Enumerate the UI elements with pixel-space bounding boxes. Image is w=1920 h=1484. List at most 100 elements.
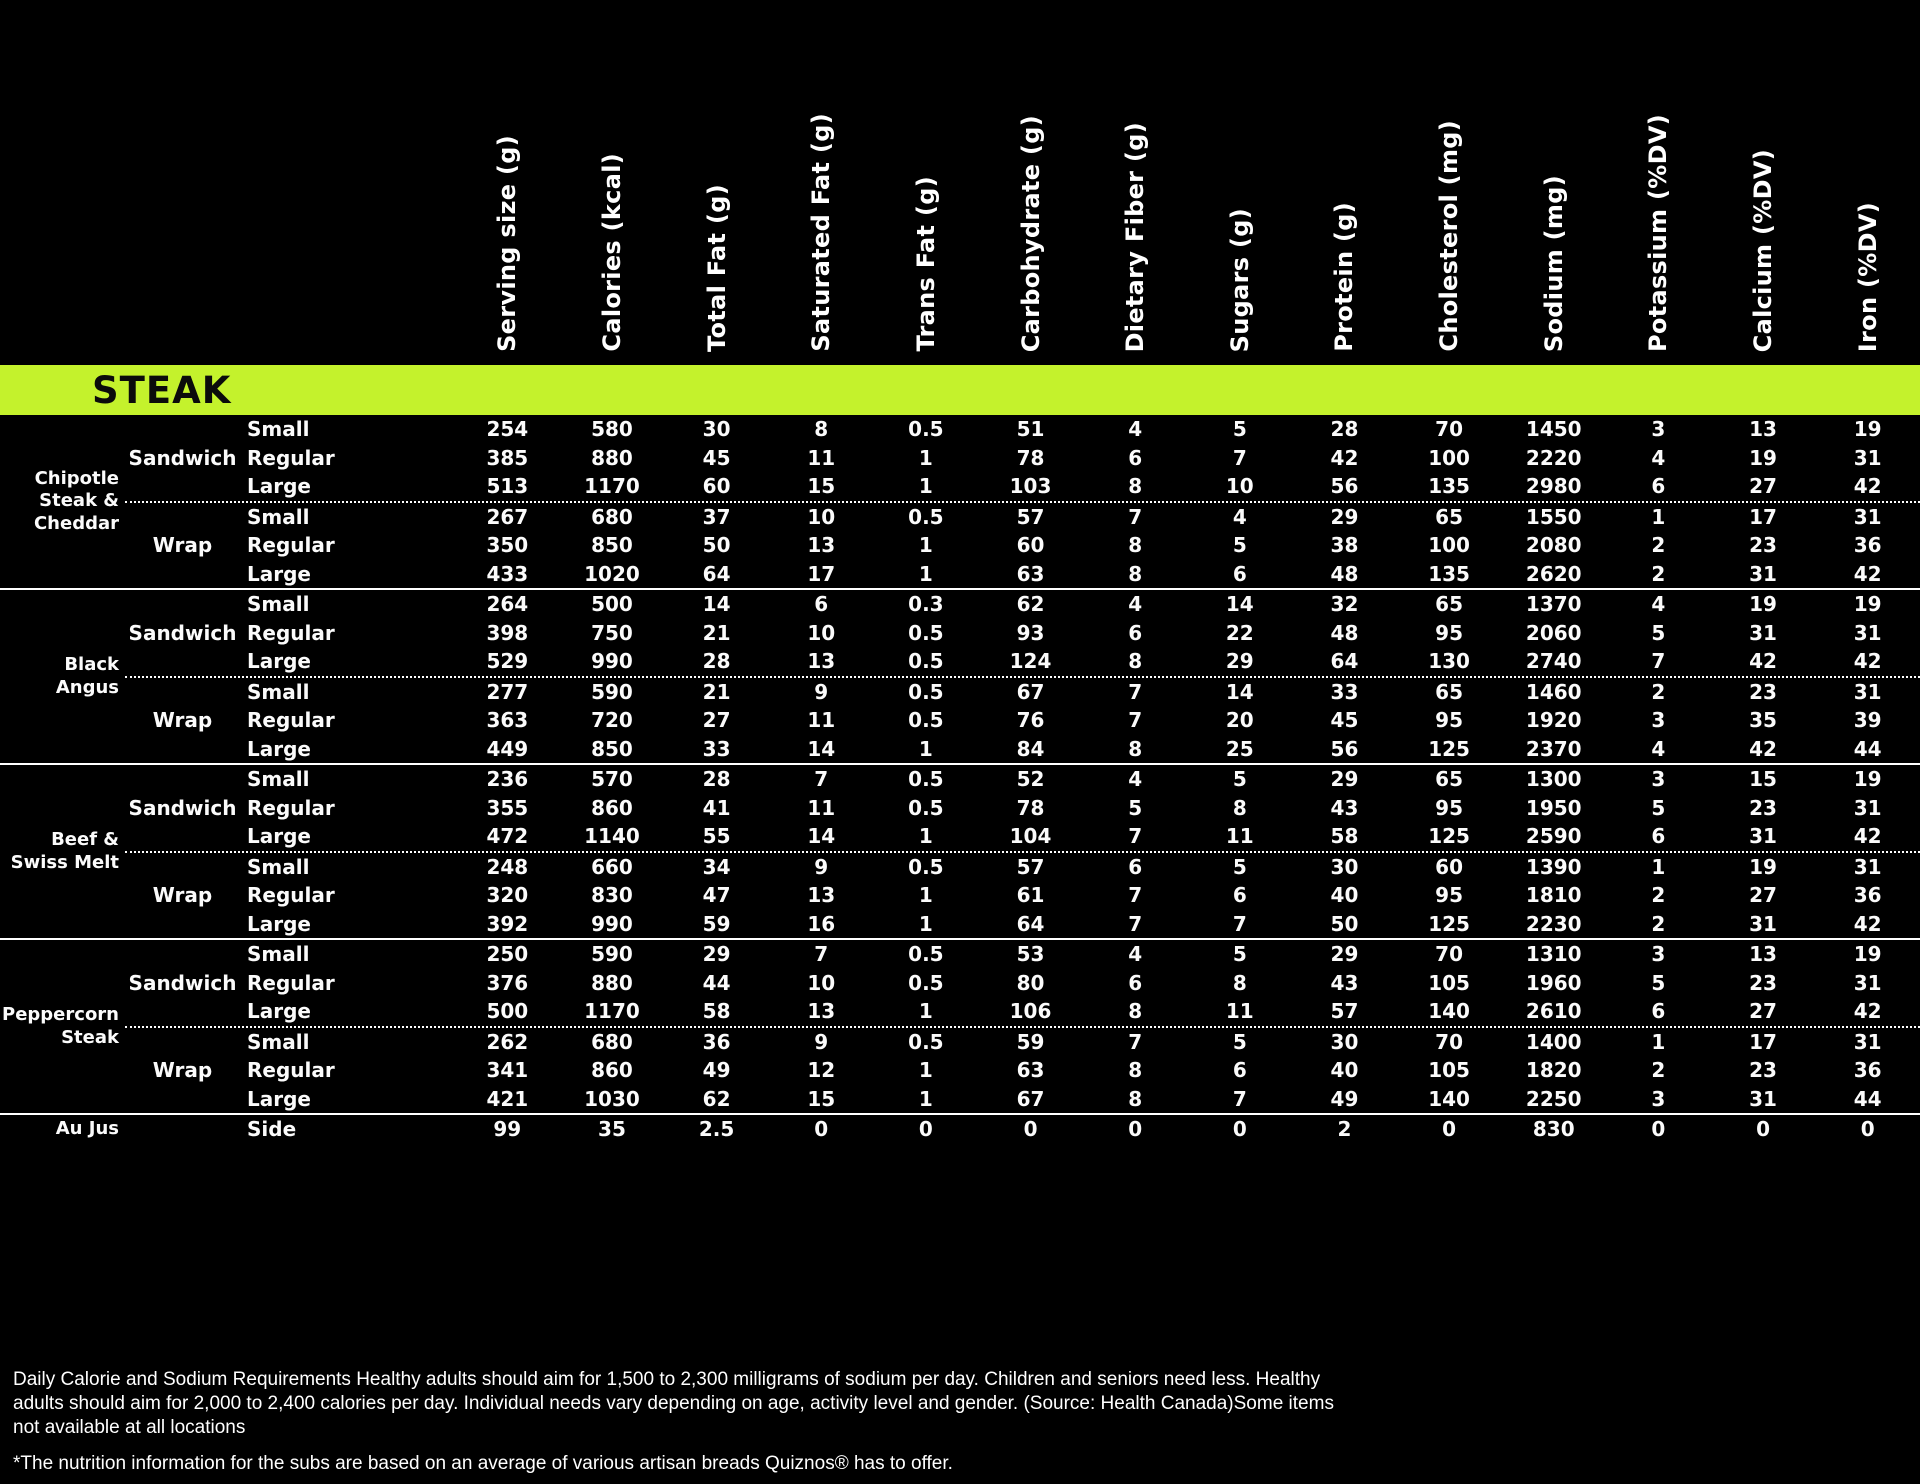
value-cell: 513 xyxy=(486,474,529,499)
value-cell: 31 xyxy=(1853,679,1882,704)
value-cell: 36 xyxy=(1853,533,1882,558)
value-cell: 449 xyxy=(486,736,529,761)
value-cell: 5 xyxy=(1232,942,1247,967)
value-cell: 95 xyxy=(1435,620,1464,645)
value-cell: 4 xyxy=(1128,417,1143,442)
column-header: Calories (kcal) xyxy=(560,0,665,365)
value-cell: 19 xyxy=(1853,942,1882,967)
value-cell: 36 xyxy=(1853,1058,1882,1083)
value-cell: 19 xyxy=(1853,417,1882,442)
value-cell: 433 xyxy=(486,561,529,586)
value-cell: 4 xyxy=(1128,592,1143,617)
value-cell: 880 xyxy=(591,445,633,470)
item-name: Black Angus xyxy=(55,654,119,698)
value-cell: 1 xyxy=(918,445,933,470)
value-cell: 320 xyxy=(486,883,529,908)
size-label: Small xyxy=(247,854,310,879)
value-cell: 28 xyxy=(702,767,731,792)
value-cell: 27 xyxy=(702,708,731,733)
column-header: Calcium (%DV) xyxy=(1711,0,1816,365)
table-row: Regular 376 880 44 10 0.5 80 6 8 43 105 1960 5 23 31 xyxy=(240,969,1920,998)
value-cell: 19 xyxy=(1749,445,1777,470)
column-header-label: Iron (%DV) xyxy=(1853,201,1882,352)
value-cell: 17 xyxy=(807,561,836,586)
column-header-label: Carbohydrate (g) xyxy=(1016,114,1045,352)
format-label: Wrap xyxy=(152,883,213,908)
value-cell: 36 xyxy=(1853,883,1882,908)
value-cell: 680 xyxy=(591,1029,633,1054)
value-cell: 5 xyxy=(1651,620,1666,645)
value-cell: 93 xyxy=(1016,620,1045,645)
value-cell: 1170 xyxy=(584,999,640,1024)
value-cell: 6 xyxy=(1232,561,1247,586)
value-cell: 42 xyxy=(1749,736,1777,761)
value-cell: 42 xyxy=(1853,474,1882,499)
value-cell: 60 xyxy=(702,474,731,499)
value-cell: 29 xyxy=(1225,649,1254,674)
value-cell: 50 xyxy=(1330,911,1359,936)
value-cell: 2 xyxy=(1651,1058,1666,1083)
subgroup-rows: Small 248 660 34 9 0.5 57 6 5 30 60 1390 1 19 31 Regula… xyxy=(240,853,1920,939)
value-cell: 1 xyxy=(918,1086,933,1111)
subgroup-rows: Small 267 680 37 10 0.5 57 7 4 29 65 1550 1 17 31 Regul… xyxy=(240,503,1920,589)
value-cell: 100 xyxy=(1428,445,1470,470)
subgroup-rows: Small 254 580 30 8 0.5 51 4 5 28 70 1450 3 13 19 Regula… xyxy=(240,415,1920,501)
value-cell: 64 xyxy=(1330,649,1359,674)
value-cell: 0 xyxy=(1860,1117,1875,1142)
size-label: Small xyxy=(247,417,310,442)
value-cell: 140 xyxy=(1428,1086,1470,1111)
value-cell: 0 xyxy=(1128,1117,1143,1142)
value-cell: 4 xyxy=(1651,736,1666,761)
value-cell: 1020 xyxy=(584,561,640,586)
value-cell: 1390 xyxy=(1525,854,1582,879)
value-cell: 130 xyxy=(1428,649,1470,674)
value-cell: 44 xyxy=(702,970,731,995)
value-cell: 1030 xyxy=(584,1086,640,1111)
value-cell: 48 xyxy=(1330,620,1359,645)
value-cell: 9 xyxy=(814,1029,829,1054)
value-cell: 8 xyxy=(1128,561,1143,586)
size-label: Small xyxy=(247,767,310,792)
value-cell: 33 xyxy=(1330,679,1359,704)
value-cell: 1 xyxy=(1651,854,1666,879)
format-subgroup: Wrap Small 262 680 36 9 0.5 59 7 5 30 70 1400 1 17 31 Re… xyxy=(125,1025,1920,1114)
value-cell: 28 xyxy=(1330,417,1359,442)
group-body: Side 99 35 2.5 0 0 0 0 0 2 0 830 0 0 0 xyxy=(125,1115,1920,1144)
size-label: Regular xyxy=(247,620,335,645)
value-cell: 720 xyxy=(591,708,633,733)
value-cell: 8 xyxy=(1128,999,1143,1024)
value-cell: 1950 xyxy=(1525,795,1582,820)
header-spacer-format xyxy=(125,0,240,365)
format-subgroup: Wrap Small 248 660 34 9 0.5 57 6 5 30 60 1390 1 19 31 Re… xyxy=(125,850,1920,939)
value-cell: 1400 xyxy=(1525,1029,1582,1054)
value-cell: 500 xyxy=(486,999,529,1024)
size-label: Regular xyxy=(247,795,335,820)
value-cell: 42 xyxy=(1853,824,1882,849)
value-cell: 2230 xyxy=(1525,911,1582,936)
value-cell: 10 xyxy=(807,504,836,529)
value-cell: 7 xyxy=(1128,911,1143,936)
value-cell: 9 xyxy=(814,854,829,879)
value-cell: 28 xyxy=(702,649,731,674)
value-cell: 0 xyxy=(814,1117,829,1142)
value-cell: 830 xyxy=(591,883,633,908)
value-cell: 29 xyxy=(702,942,731,967)
value-cell: 58 xyxy=(702,999,731,1024)
value-cell: 31 xyxy=(1853,504,1882,529)
value-cell: 1300 xyxy=(1525,767,1582,792)
header-spacer-size xyxy=(240,0,455,365)
menu-group: Beef & Swiss Melt Sandwich Small 236 570 28 7 0… xyxy=(0,763,1920,938)
value-cell: 11 xyxy=(1225,824,1254,849)
value-cell: 31 xyxy=(1853,445,1882,470)
value-cell: 19 xyxy=(1749,592,1777,617)
value-cell: 31 xyxy=(1853,1029,1882,1054)
table-row: Large 449 850 33 14 1 84 8 25 56 125 2370 4 42 44 xyxy=(240,735,1920,764)
menu-group: Au Jus Side 99 35 2.5 0 0 0 0 0 2 0 830 0 0 0 xyxy=(0,1113,1920,1144)
value-cell: 0.5 xyxy=(908,620,944,645)
value-cell: 8 xyxy=(1232,795,1247,820)
column-headers-row: Serving size (g) Calories (kcal) Total Fat… xyxy=(0,0,1920,365)
table-row: Regular 350 850 50 13 1 60 8 5 38 100 2080 2 23 36 xyxy=(240,531,1920,560)
value-cell: 47 xyxy=(702,883,731,908)
value-cell: 0 xyxy=(1232,1117,1247,1142)
value-cell: 42 xyxy=(1330,445,1359,470)
